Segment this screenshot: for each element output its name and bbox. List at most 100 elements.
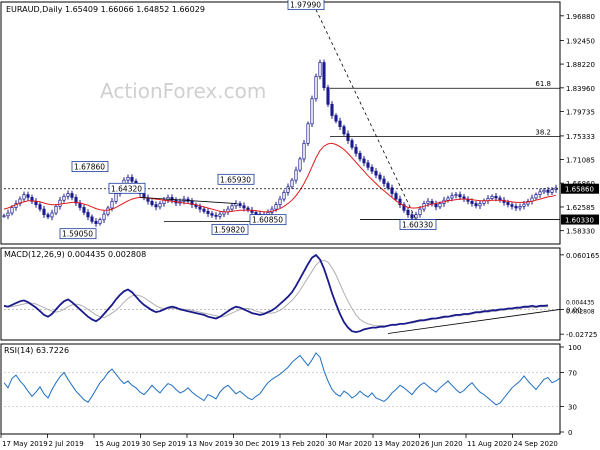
- candle-body: [518, 205, 522, 209]
- rsi-header: RSI(14) 63.7226: [4, 346, 69, 355]
- candle-body: [130, 176, 134, 182]
- price-header: EURAUD,Daily 1.65409 1.66066 1.64852 1.6…: [6, 5, 205, 14]
- channel-upper-line: [139, 197, 237, 204]
- moving-average-line: [3, 142, 557, 213]
- x-axis-label: 30 Sep 2019: [142, 440, 186, 448]
- candle-body: [70, 193, 74, 198]
- x-axis-label: 2 Jul 2019: [49, 440, 84, 448]
- candle-body: [406, 209, 410, 216]
- candle-body: [50, 212, 54, 218]
- x-axis-label: 26 Jun 2020: [421, 440, 463, 448]
- price-axis-highlight: [561, 214, 599, 225]
- macd-header: MACD(12,26,9) 0.004435 0.002808: [4, 250, 146, 259]
- price-axis-label: 1.71085: [566, 157, 595, 165]
- candle-body: [338, 120, 342, 127]
- candle-body: [86, 212, 90, 218]
- candle-body: [342, 126, 346, 135]
- candle-body: [454, 194, 458, 197]
- candle-body: [490, 195, 494, 199]
- price-axis-highlight-label: 1.65860: [565, 186, 594, 194]
- candle-body: [346, 133, 350, 141]
- candle-body: [150, 200, 154, 206]
- macd-axis-label: -0.02725: [566, 331, 597, 339]
- price-axis-label: 1.83960: [566, 85, 595, 93]
- candle-body: [282, 192, 286, 200]
- rsi-axis-label: 30: [568, 404, 577, 412]
- candle-body: [102, 213, 106, 221]
- candle-body: [362, 158, 366, 164]
- price-layer: 61.8 38.2 1.97990 1.67860 1.64320 1.65930 1.59…: [2, 0, 560, 240]
- candle-body: [158, 203, 162, 208]
- candle-body: [2, 215, 6, 218]
- candle-body: [374, 170, 378, 176]
- candle-body: [210, 213, 214, 216]
- price-axis-highlight: [561, 183, 599, 194]
- candle-body: [238, 203, 242, 207]
- candle-body: [318, 62, 322, 77]
- price-axis-label: 1.62585: [566, 204, 595, 212]
- rsi-line: [3, 352, 561, 406]
- price-annotation-label: 1.59050: [62, 230, 93, 239]
- candle-body: [382, 178, 386, 184]
- x-axis-label: 13 Nov 2019: [188, 440, 233, 448]
- candle-body: [358, 153, 362, 160]
- candle-body: [198, 206, 202, 210]
- price-annotation-box: [249, 214, 287, 226]
- price-axis-label: 1.79735: [566, 108, 595, 116]
- macd-trendline: [387, 309, 561, 334]
- candle-body: [214, 214, 218, 217]
- candle-body: [54, 205, 58, 214]
- candle-body: [74, 197, 78, 204]
- candle-body: [46, 214, 50, 218]
- price-annotation-label: 1.59820: [214, 225, 245, 234]
- candle-body: [202, 208, 206, 212]
- candle-body: [334, 115, 338, 122]
- candle-body: [294, 169, 298, 181]
- candle-body: [274, 204, 278, 210]
- candle-body: [534, 194, 538, 199]
- macd-current-label: 0.004435: [566, 299, 595, 306]
- candle-body: [494, 195, 498, 199]
- candle-body: [474, 203, 478, 207]
- macd-current-label: 0.002808: [566, 308, 595, 315]
- price-axis-label: 1.75333: [566, 133, 595, 141]
- price-annotation-box: [108, 182, 146, 194]
- candle-body: [418, 208, 422, 216]
- macd-axis-label: 0.060165: [566, 252, 599, 260]
- price-annotation-box: [211, 223, 249, 235]
- candle-body: [278, 198, 282, 206]
- candle-body: [390, 187, 394, 194]
- macd-layer: [3, 253, 561, 334]
- x-axis-label: 13 Feb 2020: [281, 440, 325, 448]
- candle-body: [370, 166, 374, 172]
- candle-body: [290, 179, 294, 188]
- candle-body: [302, 142, 306, 160]
- macd-panel: [0, 247, 561, 341]
- candle-body: [114, 193, 118, 202]
- candle-body: [366, 162, 370, 168]
- rsi-axis-label: 100: [568, 344, 581, 352]
- x-axis-label: 15 Aug 2019: [95, 440, 140, 448]
- macd-series-line: [3, 253, 549, 334]
- price-annotation-box: [287, 0, 325, 11]
- candle-body: [514, 205, 518, 209]
- price-axis-label: 1.58330: [566, 228, 595, 236]
- candle-body: [82, 207, 86, 213]
- candle-body: [230, 205, 234, 210]
- candle-body: [402, 204, 406, 211]
- candle-body: [254, 212, 258, 215]
- candle-body: [522, 203, 526, 207]
- candle-body: [478, 203, 482, 207]
- candle-body: [546, 189, 550, 193]
- fibonacci-label: 38.2: [535, 129, 551, 137]
- candle-body: [538, 191, 542, 195]
- candle-body: [90, 216, 94, 222]
- price-annotation-label: 1.60330: [402, 221, 433, 230]
- rsi-layer: [3, 352, 561, 407]
- candle-body: [22, 194, 26, 200]
- price-annotation-box: [71, 161, 109, 172]
- candle-body: [6, 212, 10, 217]
- candle-body: [394, 193, 398, 200]
- candle-body: [170, 197, 174, 201]
- candle-body: [66, 193, 70, 197]
